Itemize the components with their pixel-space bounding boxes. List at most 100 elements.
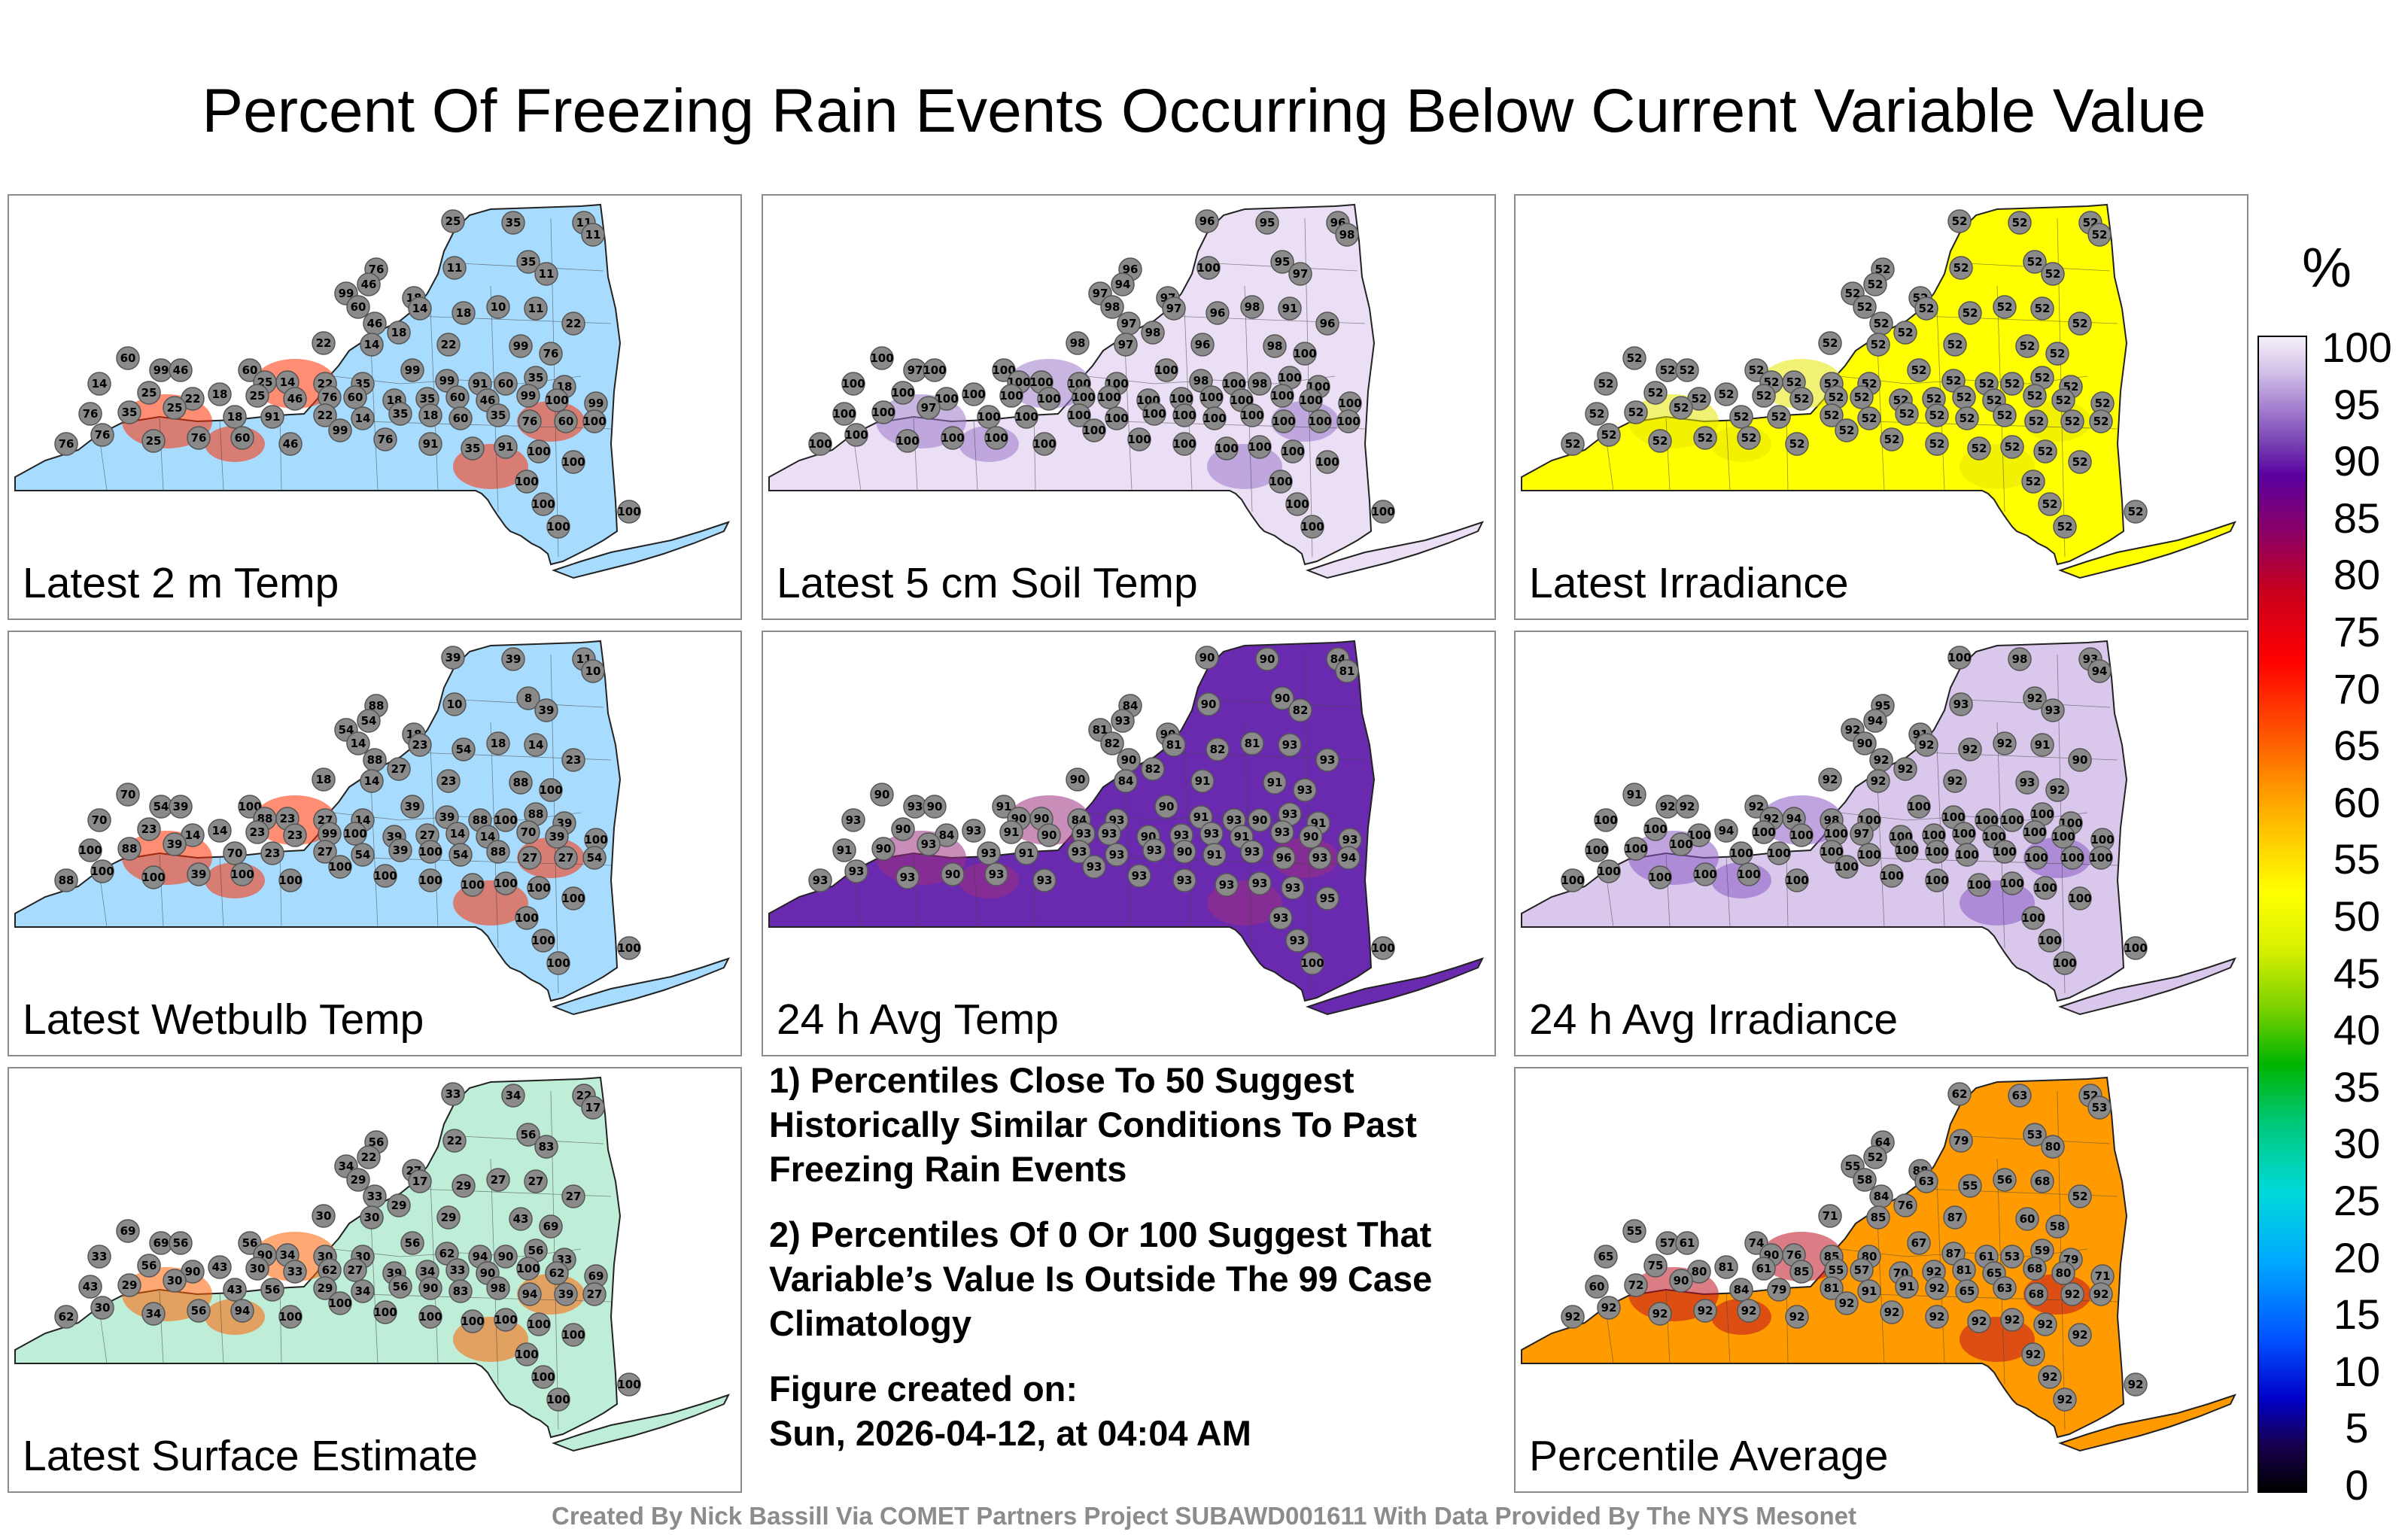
station-value: 87 [1946,1247,1962,1260]
station-marker: 54 [351,843,375,867]
station-value: 93 [1087,860,1102,874]
station-value: 100 [328,860,351,874]
station-value: 10 [447,698,463,711]
station-marker: 100 [461,873,485,897]
station-value: 92 [1874,753,1890,767]
station-value: 100 [999,389,1023,403]
station-marker: 68 [2024,1282,2048,1306]
station-value: 60 [351,300,366,314]
station-marker: 14 [524,733,548,757]
station-value: 10 [585,664,601,678]
long-island-outline [2058,1394,2236,1452]
station-marker: 99 [328,418,352,442]
station-marker: 46 [283,387,307,411]
station-value: 46 [480,394,496,407]
station-marker: 17 [581,1096,605,1120]
station-marker: 93 [2041,698,2065,722]
station-marker: 100 [545,388,569,412]
station-value: 100 [1127,433,1151,446]
station-value: 100 [935,392,958,406]
station-value: 65 [1960,1284,1975,1298]
station-marker: 92 [1835,1291,1859,1315]
station-marker: 25 [141,429,166,453]
station-marker: 52 [1714,382,1738,406]
station-value: 62 [322,1263,338,1277]
station-marker: 22 [312,331,336,355]
station-marker: 100 [561,450,585,474]
station-marker: 100 [90,859,114,883]
station-value: 14 [280,375,296,389]
station-marker: 17 [408,1169,432,1193]
station-value: 91 [1899,1280,1915,1293]
station-value: 81 [1824,1281,1840,1295]
station-marker: 8 [516,686,540,710]
station-marker: 99 [516,384,540,408]
station-value: 23 [265,847,281,860]
station-value: 93 [1219,878,1235,892]
station-value: 94 [1115,278,1131,291]
colorbar-ticks: 100 95 90 85 80 75 70 65 60 55 50 45 40 35 30 25 20 15 10 5… [2312,325,2402,1508]
station-marker: 100 [2053,951,2077,975]
station-value: 52 [1829,391,1844,404]
station-marker: 30 [312,1204,336,1228]
station-value: 90 [874,788,890,801]
colorbar-tick: 85 [2333,494,2381,542]
station-marker: 46 [169,358,193,382]
station-value: 56 [141,1259,157,1272]
station-marker: 18 [223,405,247,429]
station-value: 100 [531,497,555,511]
station-marker: 100 [1278,366,1302,390]
station-marker: 92 [1655,795,1680,819]
station-marker: 23 [137,817,161,841]
station-value: 100 [1215,442,1238,455]
station-value: 92 [1929,1310,1945,1324]
station-marker: 100 [584,828,608,852]
station-marker: 98 [1189,369,1213,393]
station-marker: 52 [2033,439,2057,464]
panel-label: Latest 5 cm Soil Temp [777,559,1198,607]
station-value: 52 [1997,409,2013,422]
station-marker: 81 [1162,733,1186,757]
station-value: 100 [1624,842,1647,856]
station-marker: 90 [1195,646,1219,670]
station-value: 100 [1993,845,2016,859]
panel-wetbulb-temp: 39 39 11 10 88 54 10 8 39 54 14 18 23 54 18 14 23 88 27 14 1… [8,631,742,1056]
station-value: 100 [1270,389,1294,403]
station-marker: 81 [1952,1258,1976,1282]
station-marker: 93 [1032,868,1057,892]
station-marker: 100 [328,1291,352,1315]
station-marker: 90 [1172,840,1196,864]
colorbar-tick: 90 [2333,437,2381,485]
station-value: 52 [1786,375,1802,389]
station-value: 54 [361,714,377,728]
station-marker: 88 [509,771,533,795]
station-marker: 39 [388,838,412,862]
station-marker: 95 [1871,694,1895,718]
station-value: 100 [617,1378,640,1391]
station-marker: 100 [1880,864,1904,888]
station-value: 52 [1929,437,1945,451]
station-value: 99 [521,389,537,403]
station-value: 93 [1147,843,1163,857]
station-marker: 52 [1820,403,1844,427]
station-value: 100 [1955,848,1978,862]
station-marker: 33 [445,1258,470,1282]
station-value: 52 [1756,389,1772,403]
station-value: 100 [871,406,895,419]
station-value: 14 [480,830,496,843]
station-marker: 88 [117,837,141,861]
station-value: 100 [1947,651,1971,664]
station-marker: 100 [1561,868,1585,892]
station-value: 88 [473,813,488,827]
station-value: 93 [849,865,865,878]
station-marker: 52 [2000,435,2024,459]
station-marker: 92 [2124,1372,2148,1397]
station-value: 56 [369,1135,385,1149]
station-marker: 14 [360,769,384,793]
station-value: 14 [364,338,380,351]
station-marker: 52 [1941,369,1966,393]
station-marker: 90 [418,1276,442,1300]
station-value: 100 [278,1310,302,1324]
station-value: 52 [1589,407,1605,421]
